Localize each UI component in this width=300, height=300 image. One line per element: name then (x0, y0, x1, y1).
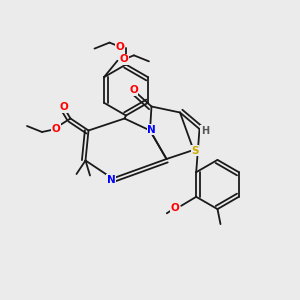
Text: O: O (120, 54, 128, 64)
Text: O: O (129, 85, 138, 95)
Text: O: O (170, 203, 179, 213)
Text: O: O (115, 41, 124, 52)
Text: O: O (59, 102, 68, 112)
Text: N: N (106, 175, 116, 185)
Text: O: O (115, 41, 124, 52)
Text: O: O (52, 124, 61, 134)
Text: H: H (201, 125, 209, 136)
Text: O: O (120, 54, 128, 64)
Text: N: N (147, 124, 156, 135)
Text: S: S (191, 146, 199, 156)
